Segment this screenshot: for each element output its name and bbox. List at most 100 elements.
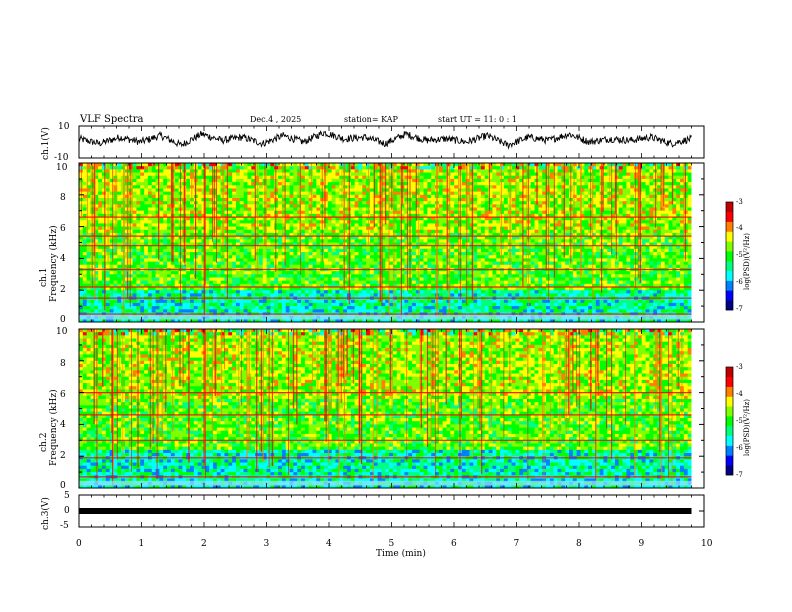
spec1-cell	[258, 226, 264, 231]
spec1-cell	[603, 197, 608, 202]
spec1-cell	[324, 197, 329, 202]
spec1-cell	[258, 207, 264, 212]
spec1-cell	[634, 201, 639, 205]
spec1-cell	[523, 217, 528, 221]
spec1-cell	[657, 242, 662, 247]
spec1-cell	[301, 255, 306, 259]
spec1-cell	[289, 172, 294, 177]
spec1-cell	[687, 182, 692, 186]
spec1-cell	[400, 207, 405, 212]
spec1-cell	[465, 248, 470, 253]
spec1-cell	[247, 191, 252, 196]
spec1-cell	[144, 182, 149, 186]
spec1-cell	[584, 191, 589, 196]
spec1-cell	[232, 255, 237, 259]
spec1-cell	[423, 207, 428, 212]
spec1-cell	[649, 232, 654, 237]
spec1-cell	[576, 217, 581, 221]
spec1-cell	[400, 236, 405, 240]
spec1-cell	[523, 245, 528, 250]
spec1-cell	[132, 261, 137, 266]
spec1-cell	[243, 201, 248, 205]
spec1-cell	[358, 223, 363, 227]
spec1-cell	[331, 248, 336, 253]
spec1-cell	[396, 213, 401, 218]
spec1-cell	[281, 217, 287, 221]
spec1-cell	[415, 163, 421, 167]
spec1-cell	[270, 175, 275, 180]
spec1-cell	[523, 185, 528, 189]
spec1-cell	[553, 204, 558, 208]
spec1-cell	[354, 166, 359, 170]
spec1-cell	[664, 201, 669, 205]
spec1-cell	[243, 242, 248, 247]
spec1-cell	[500, 255, 505, 259]
spec1-cell	[293, 242, 298, 247]
spec1-cell	[94, 204, 99, 208]
spec1-cell	[469, 229, 474, 234]
spec1-cell	[239, 239, 245, 243]
spec1-cell	[438, 172, 444, 177]
spec1-cell	[324, 217, 329, 221]
spec1-cell	[86, 248, 91, 253]
spec1-cell	[484, 232, 490, 237]
spec1-cell	[209, 166, 214, 170]
spec1-cell	[235, 217, 241, 221]
spec1-cell	[117, 178, 122, 183]
spec1-cell	[526, 191, 532, 196]
spec1-cell	[427, 258, 432, 262]
spec1-cell	[128, 245, 133, 250]
spec1-cell	[488, 232, 493, 237]
spec1-cell	[228, 188, 233, 193]
spec1-cell	[301, 245, 306, 250]
spec1-cell	[197, 261, 202, 266]
spec1-cell	[209, 188, 214, 193]
spec1-cell	[412, 229, 417, 234]
spec1-cell	[136, 226, 141, 231]
spec1-cell	[492, 242, 497, 247]
spec1-cell	[572, 185, 578, 189]
spec1-cell	[442, 252, 447, 256]
spec1-cell	[561, 191, 566, 196]
spec1-cell	[212, 185, 218, 189]
spec1-cell	[304, 245, 310, 250]
spec1-cell	[281, 178, 287, 183]
spec1-cell	[634, 163, 639, 167]
spec1-cell	[343, 258, 348, 262]
spec1-cell	[496, 248, 501, 253]
spec1-cell	[477, 175, 482, 180]
spec1-cell	[369, 226, 375, 231]
spec1-cell	[511, 178, 516, 183]
spec1-cell	[392, 210, 398, 215]
spec1-cell	[331, 194, 336, 199]
spec1-cell	[473, 182, 478, 186]
spec1-cell	[327, 229, 333, 234]
spec1-cell	[549, 163, 555, 167]
spec1-cell	[335, 236, 340, 240]
spec1-cell	[216, 169, 222, 173]
spec1-cell	[565, 245, 570, 250]
spec1-cell	[572, 204, 578, 208]
spec1-cell	[480, 185, 486, 189]
spec1-cell	[327, 248, 333, 253]
spec1-cell	[496, 204, 501, 208]
spec1-cell	[503, 258, 509, 262]
spec1-cell	[446, 201, 451, 205]
spec1-cell	[404, 217, 409, 221]
spec1-cell	[530, 242, 535, 247]
spec1-cell	[174, 255, 179, 259]
spec1-cell	[266, 191, 271, 196]
spec1-cell	[339, 169, 344, 173]
spec1-cell	[251, 248, 256, 253]
spec1-cell	[668, 229, 673, 234]
spec1-cell	[438, 258, 444, 262]
spec1-cell	[281, 255, 287, 259]
spec1-cell	[630, 182, 635, 186]
spec1-cell	[289, 178, 294, 183]
spec1-cell	[285, 210, 290, 215]
spec1-cell	[350, 239, 356, 243]
spec1-cell	[205, 178, 210, 183]
spec1-cell	[343, 223, 348, 227]
spec1-cell	[251, 213, 256, 218]
spec1-cell	[454, 185, 459, 189]
